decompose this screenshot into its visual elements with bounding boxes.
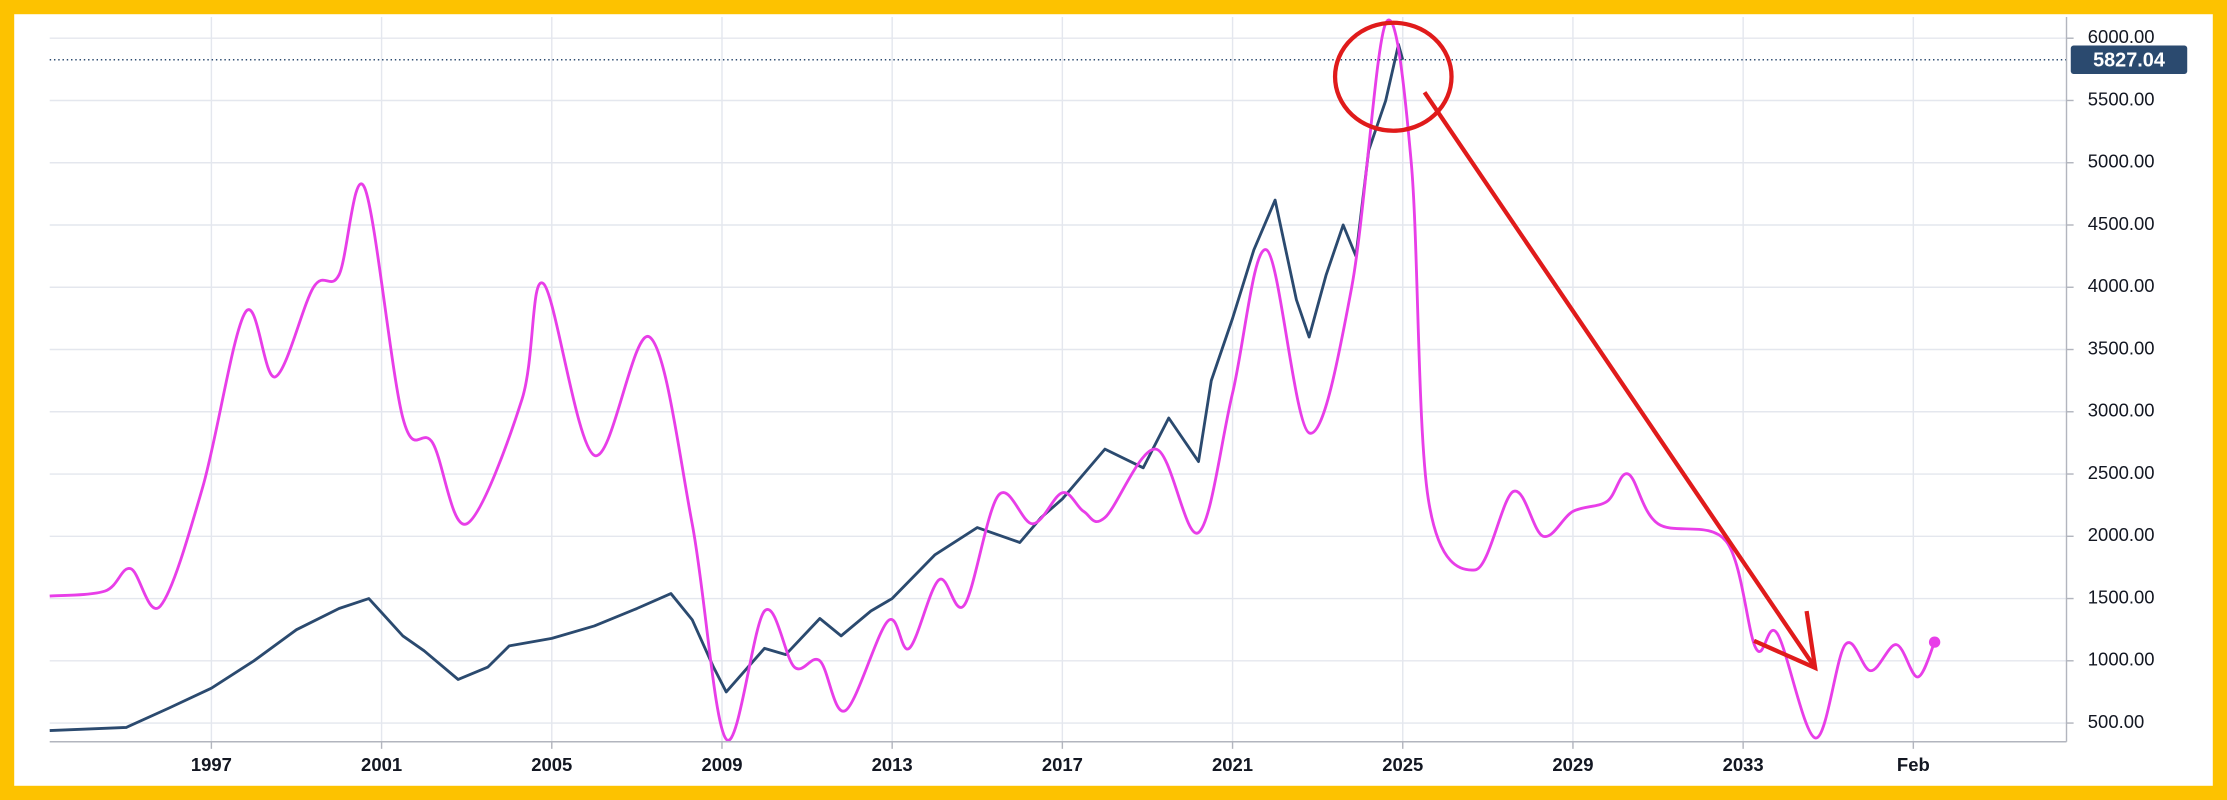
chart-background [14, 14, 2213, 786]
highlight-circle [1332, 20, 1454, 133]
x-tick-label: Feb [1897, 754, 1930, 775]
arrow-head [1753, 610, 1818, 672]
x-tick-label: 1997 [191, 754, 232, 775]
series-layer [49, 18, 2067, 742]
price-label-box [2070, 45, 2188, 74]
y-tick-label: 500.00 [2088, 711, 2144, 732]
y-tick-label: 4000.00 [2088, 275, 2155, 296]
series-line [49, 43, 1405, 732]
series-line [49, 18, 1936, 742]
end-point [1928, 636, 1941, 648]
y-tick-label: 3500.00 [2088, 337, 2155, 358]
x-tick-label: 2013 [872, 754, 913, 775]
y-tick-label: 1500.00 [2088, 586, 2155, 607]
y-tick-label: 3000.00 [2088, 400, 2155, 421]
grid [49, 17, 2067, 742]
x-tick-label: 2033 [1723, 754, 1764, 775]
x-tick-label: 2021 [1212, 754, 1253, 775]
y-tick-label: 4500.00 [2088, 213, 2155, 234]
x-tick-label: 2005 [531, 754, 572, 775]
y-tick-label: 2500.00 [2088, 462, 2155, 483]
x-tick-label: 2029 [1552, 754, 1593, 775]
y-tick-label: 5000.00 [2088, 151, 2155, 172]
x-tick-label: 2009 [701, 754, 742, 775]
x-tick-label: 2025 [1382, 754, 1423, 775]
arrow-shaft [1422, 91, 1817, 670]
x-tick-label: 2017 [1042, 754, 1083, 775]
x-tick-label: 2001 [361, 754, 402, 775]
y-tick-label: 6000.00 [2088, 26, 2155, 47]
price-label: 5827.04 [2093, 49, 2165, 71]
y-tick-label: 2000.00 [2088, 524, 2155, 545]
y-tick-label: 5500.00 [2088, 88, 2155, 109]
y-tick-label: 1000.00 [2088, 649, 2155, 670]
